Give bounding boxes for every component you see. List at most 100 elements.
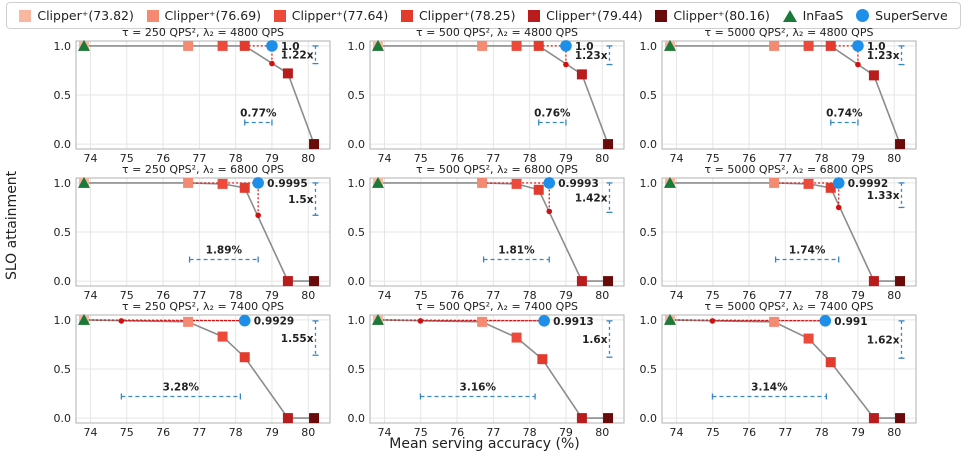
clipper-point bbox=[769, 177, 780, 188]
interpolated-point bbox=[255, 212, 261, 219]
plot-frame bbox=[75, 40, 331, 150]
clipper-point bbox=[511, 178, 522, 189]
infaas-point bbox=[663, 313, 676, 325]
interpolated-point bbox=[417, 318, 424, 324]
x-tick-label: 79 bbox=[559, 426, 573, 439]
plot-frame bbox=[75, 177, 331, 287]
subplot: τ = 250 QPS², λ₂ = 6800 QPS 74 75 76 77 78 79 8… bbox=[54, 163, 331, 302]
interpolated-point bbox=[709, 318, 716, 324]
plot-frame bbox=[369, 314, 625, 424]
clipper-point bbox=[603, 139, 614, 150]
y-tick-label: 1.0 bbox=[54, 314, 72, 327]
x-tick-label: 79 bbox=[851, 289, 865, 302]
y-axis-label: SLO attainment bbox=[4, 170, 20, 280]
x-tick-label: 76 bbox=[742, 152, 756, 165]
x-tick-label: 79 bbox=[265, 289, 279, 302]
x-tick-label: 74 bbox=[670, 289, 684, 302]
subplot-title: τ = 250 QPS², λ₂ = 6800 QPS bbox=[122, 163, 284, 176]
clipper-point bbox=[576, 276, 587, 287]
x-tick-label: 78 bbox=[523, 289, 537, 302]
accuracy-gap-label: 0.74% bbox=[826, 107, 863, 119]
x-tick-label: 80 bbox=[595, 289, 609, 302]
subplot-title: τ = 500 QPS², λ₂ = 6800 QPS bbox=[416, 163, 578, 176]
x-tick-label: 77 bbox=[192, 152, 206, 165]
superserve-value-label: 0.9992 bbox=[848, 178, 889, 190]
y-tick-label: 1.0 bbox=[640, 177, 658, 190]
x-tick-label: 78 bbox=[229, 152, 243, 165]
subplot-title: τ = 5000 QPS², λ₂ = 6800 QPS bbox=[705, 163, 874, 176]
superserve-point bbox=[538, 314, 550, 327]
interpolated-point bbox=[835, 204, 842, 211]
x-tick-label: 79 bbox=[265, 152, 279, 165]
subplot-title: τ = 500 QPS², λ₂ = 7400 QPS bbox=[416, 300, 578, 313]
superserve-value-label: 1.0 bbox=[867, 41, 886, 53]
superserve-point bbox=[252, 177, 264, 189]
subplot: τ = 250 QPS², λ₂ = 7400 QPS 74 75 76 77 78 79 8… bbox=[54, 300, 331, 439]
y-tick-label: 0.5 bbox=[640, 363, 658, 376]
clipper-point bbox=[183, 40, 194, 51]
accuracy-gap-label: 0.76% bbox=[534, 107, 571, 119]
x-tick-label: 78 bbox=[523, 426, 537, 439]
x-tick-label: 79 bbox=[851, 426, 865, 439]
x-tick-label: 79 bbox=[559, 152, 573, 165]
legend-label: Clipper⁺(76.69) bbox=[164, 8, 262, 23]
clipper-point bbox=[533, 184, 544, 195]
x-tick-label: 76 bbox=[450, 152, 464, 165]
subplot: τ = 5000 QPS², λ₂ = 7400 QPS 74 75 76 77 78 79… bbox=[640, 300, 917, 439]
x-tick-label: 78 bbox=[229, 426, 243, 439]
clipper-point bbox=[868, 276, 879, 287]
subplot-title: τ = 5000 QPS², λ₂ = 7400 QPS bbox=[705, 300, 874, 313]
superserve-value-label: 0.9993 bbox=[558, 178, 599, 190]
x-tick-label: 75 bbox=[414, 289, 428, 302]
superserve-point bbox=[266, 40, 278, 52]
plot-frame bbox=[661, 177, 917, 287]
legend-label: Clipper⁺(73.82) bbox=[37, 8, 134, 23]
clipper-point bbox=[825, 357, 836, 368]
legend-label: SuperServe bbox=[875, 8, 948, 23]
superserve-value-label: 1.0 bbox=[575, 41, 594, 53]
accuracy-gap-label: 1.74% bbox=[789, 244, 826, 256]
y-tick-label: 0.0 bbox=[348, 275, 366, 288]
x-tick-label: 74 bbox=[84, 426, 98, 439]
clipper-point bbox=[239, 352, 250, 363]
superserve-point bbox=[238, 314, 251, 327]
clipper-series-line bbox=[377, 45, 609, 145]
x-tick-label: 76 bbox=[450, 289, 464, 302]
clipper-point bbox=[309, 276, 320, 287]
clipper-point bbox=[309, 139, 320, 150]
clipper-point bbox=[282, 68, 293, 79]
legend-label: Clipper⁺(80.16) bbox=[673, 8, 770, 23]
y-tick-label: 0.5 bbox=[54, 89, 72, 102]
legend-label: InFaaS bbox=[802, 8, 844, 23]
clipper-point bbox=[537, 354, 548, 365]
y-tick-label: 1.0 bbox=[348, 314, 366, 327]
superserve-point bbox=[819, 314, 832, 327]
slo-gap-label: 1.33x bbox=[867, 190, 900, 202]
x-tick-label: 75 bbox=[120, 152, 134, 165]
y-tick-label: 0.0 bbox=[348, 138, 366, 151]
legend-item: Clipper⁺(73.82) bbox=[19, 8, 134, 23]
clipper-point bbox=[603, 413, 614, 424]
x-tick-label: 74 bbox=[378, 426, 392, 439]
subplot: τ = 500 QPS², λ₂ = 6800 QPS 74 75 76 77 78 79 8… bbox=[348, 163, 625, 302]
slo-gap-label: 1.42x bbox=[575, 193, 608, 205]
x-tick-label: 80 bbox=[301, 426, 315, 439]
x-tick-label: 77 bbox=[778, 426, 792, 439]
superserve-point bbox=[832, 177, 845, 189]
legend-label: Clipper⁺(78.25) bbox=[418, 8, 516, 23]
legend-marker-square bbox=[655, 9, 668, 22]
clipper-point bbox=[511, 332, 522, 343]
y-tick-label: 0.5 bbox=[348, 226, 366, 239]
slo-gap-label: 1.5x bbox=[288, 194, 314, 206]
plot-frame bbox=[661, 314, 917, 424]
accuracy-gap-label: 1.81% bbox=[498, 244, 535, 256]
subplot-title: τ = 250 QPS², λ₂ = 4800 QPS bbox=[122, 26, 284, 39]
clipper-point bbox=[803, 40, 814, 51]
x-tick-label: 77 bbox=[486, 426, 500, 439]
clipper-series-line bbox=[669, 45, 901, 145]
clipper-point bbox=[217, 331, 228, 342]
y-tick-label: 0.0 bbox=[54, 138, 72, 151]
superserve-point bbox=[560, 40, 572, 52]
subplot-title: τ = 500 QPS², λ₂ = 4800 QPS bbox=[416, 26, 578, 39]
slo-gap-label: 1.23x bbox=[575, 50, 608, 62]
